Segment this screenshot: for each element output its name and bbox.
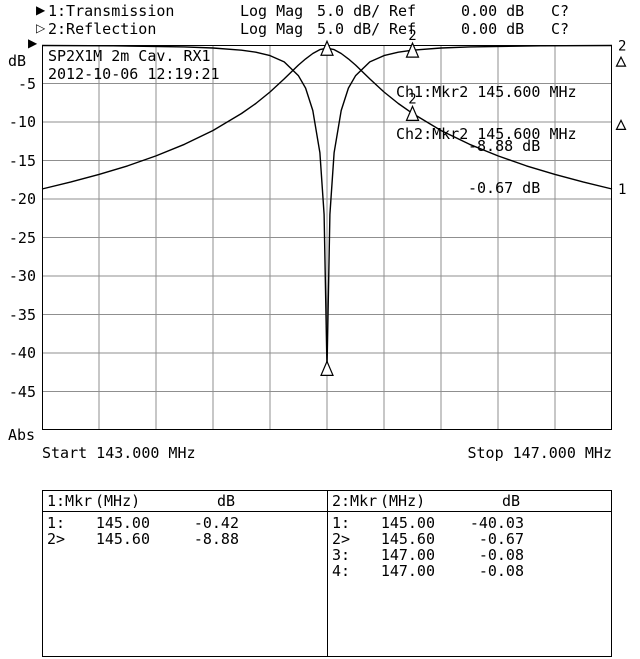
inactive-trace-icon: ▷ [36, 21, 46, 35]
marker-label: 2 [408, 91, 416, 107]
y-tick-label: -25 [8, 228, 36, 247]
plot-area: 1 2 2 2 [41, 28, 627, 430]
marker-table-container: 1:Mkr (MHz) dB 1: 145.00 -0.42 2> 145.60 -8.8… [42, 490, 612, 657]
trace-end-label: 1 [618, 182, 626, 198]
marker-2-trace-1-icon [405, 104, 420, 121]
marker-table-cell: 1: [332, 514, 351, 532]
table2-freq-unit: (MHz) [380, 492, 426, 510]
marker-readout-ch1: Ch1:Mkr2 145.600 MHz -8.88 dB [396, 47, 577, 191]
trace2-settings-line: ▷ 2:Reflection Log Mag 5.0 dB/ Ref 0.00 … [36, 20, 640, 38]
trace1-format: Log Mag [240, 2, 304, 20]
marker-table-cell: 2> [332, 530, 351, 548]
marker-table-cell: 1: [47, 514, 66, 532]
marker-table-cell: -0.67 [478, 530, 524, 548]
trace2-scale: 5.0 dB/ [317, 20, 381, 38]
marker-edge-indicator-icon [615, 55, 627, 67]
start-frequency-label: Start 143.000 MHz [42, 444, 196, 462]
marker-table-cell: 145.60 [95, 530, 150, 548]
marker-table-cell: 145.60 [380, 530, 435, 548]
y-axis-bottom-label: Abs [8, 426, 36, 444]
readout-ch2-line1: Ch2:Mkr2 145.600 MHz [396, 125, 577, 143]
table2-title: 2:Mkr [332, 492, 378, 510]
table2-value-unit: dB [501, 492, 520, 510]
readout-ch1-value: -8.88 dB [468, 137, 541, 155]
marker-2-trace-2-icon [405, 41, 420, 58]
y-tick-label: -5 [17, 74, 36, 93]
trace1-scale: 5.0 dB/ [317, 2, 381, 20]
readout-ch2-label: Ch2:Mkr2 [396, 125, 469, 143]
table1-value-unit: dB [216, 492, 235, 510]
marker-table1-rows: 1: 145.00 -0.42 2> 145.60 -8.88 [43, 512, 327, 547]
marker-table-row: 1: 145.00 -40.03 [328, 515, 611, 531]
table1-title: 1:Mkr [47, 492, 93, 510]
readout-ch1-freq: 145.600 MHz [477, 83, 577, 101]
trace1-ref-value: 0.00 dB [461, 2, 525, 20]
trace2-ref-label: Ref [389, 20, 417, 38]
marker-table-row: 4: 147.00 -0.08 [328, 563, 611, 579]
marker-table-cell: -0.08 [478, 562, 524, 580]
marker-table1-header: 1:Mkr (MHz) dB [43, 491, 327, 512]
marker-label: 2 [408, 28, 416, 44]
marker-table-row: 2> 145.60 -8.88 [43, 531, 327, 547]
trace2-ref-value: 0.00 dB [461, 20, 525, 38]
trace1-ref-label: Ref [389, 2, 417, 20]
trace1-settings-line: ▶ 1:Transmission Log Mag 5.0 dB/ Ref 0.0… [36, 2, 640, 20]
marker-edge-indicator-icon [615, 119, 627, 130]
marker-table-cell: 147.00 [380, 546, 435, 564]
y-tick-label: -30 [8, 267, 36, 285]
y-tick-label: -20 [8, 190, 36, 208]
active-trace-icon: ▶ [36, 3, 46, 17]
plot-title: SP2X1M 2m Cav. RX1 [48, 47, 211, 65]
ref-level-indicator-icon: ▶ [28, 36, 38, 50]
trace2-format: Log Mag [240, 20, 304, 38]
table1-freq-unit: (MHz) [95, 492, 141, 510]
marker-table-cell: -8.88 [193, 530, 239, 548]
marker-1-trace-1-icon [320, 39, 334, 56]
trace1-cal-status: C? [551, 2, 570, 20]
y-tick-label: -35 [8, 305, 36, 324]
stop-frequency-label: Stop 147.000 MHz [467, 444, 613, 462]
marker-readout-ch2: Ch2:Mkr2 145.600 MHz -0.67 dB [396, 89, 577, 233]
plot-timestamp: 2012-10-06 12:19:21 [48, 65, 220, 83]
trace2-name: 2:Reflection [48, 20, 157, 38]
readout-ch2-value: -0.67 dB [468, 179, 541, 197]
marker-table2-rows: 1: 145.00 -40.03 2> 145.60 -0.67 3: 147.00 -0.08… [328, 512, 611, 579]
marker-table-cell: 147.00 [380, 562, 435, 580]
marker-table-trace2: 2:Mkr (MHz) dB 1: 145.00 -40.03 2> 145.60 -0.… [327, 491, 611, 656]
marker-table2-header: 2:Mkr (MHz) dB [328, 491, 611, 512]
marker-table-cell: 145.00 [95, 514, 150, 532]
marker-table-cell: 145.00 [380, 514, 435, 532]
readout-ch2-freq: 145.600 MHz [477, 125, 577, 143]
marker-table-cell: -40.03 [469, 514, 524, 532]
trace2-cal-status: C? [551, 20, 570, 38]
trace1-name: 1:Transmission [48, 2, 175, 20]
trace-end-label: 2 [618, 39, 626, 55]
y-axis-unit: dB [8, 52, 27, 70]
trace-settings-header: ▶ 1:Transmission Log Mag 5.0 dB/ Ref 0.0… [36, 0, 640, 40]
readout-ch1-line1: Ch1:Mkr2 145.600 MHz [396, 83, 577, 101]
marker-table-cell: -0.42 [193, 514, 239, 532]
y-tick-label: -10 [8, 113, 36, 131]
marker-table-row: 3: 147.00 -0.08 [328, 547, 611, 563]
marker-1-trace-2-icon [320, 359, 334, 376]
y-tick-label: -40 [8, 344, 36, 362]
y-tick-label: -45 [8, 382, 36, 401]
marker-table-row: 2> 145.60 -0.67 [328, 531, 611, 547]
marker-table-cell: 4: [332, 562, 351, 580]
marker-table-cell: 3: [332, 546, 351, 564]
marker-table-cell: -0.08 [478, 546, 524, 564]
readout-ch1-label: Ch1:Mkr2 [396, 83, 469, 101]
marker-table-trace1: 1:Mkr (MHz) dB 1: 145.00 -0.42 2> 145.60 -8.8… [43, 491, 327, 656]
y-tick-label: -15 [8, 151, 36, 170]
marker-table-cell: 2> [47, 530, 66, 548]
marker-table-row: 1: 145.00 -0.42 [43, 515, 327, 531]
